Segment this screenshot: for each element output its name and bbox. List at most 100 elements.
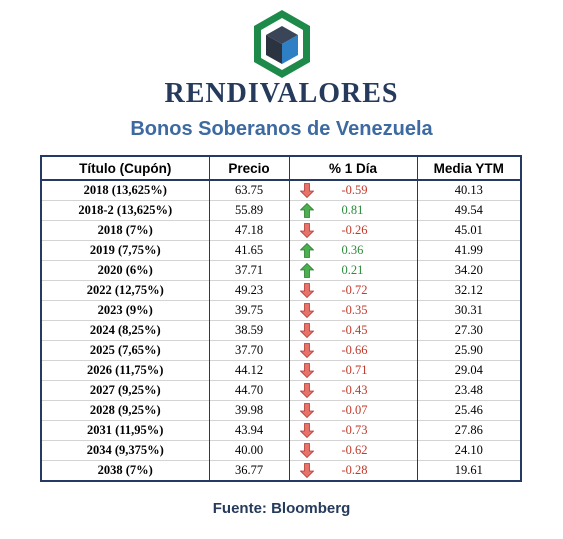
header-change: % 1 Día [288,156,417,181]
header-title: Título (Cupón) [41,156,209,181]
bond-price: 36.77 [208,460,289,481]
arrow-up-icon [299,243,314,258]
bond-price: 47.18 [208,220,289,241]
bond-title: 2028 (9,25%) [41,400,209,421]
bond-change: 0.21 [288,260,417,281]
bond-ytm: 41.99 [416,240,521,261]
bond-price: 39.75 [208,300,289,321]
bond-title: 2019 (7,75%) [41,240,209,261]
bond-ytm: 23.48 [416,380,521,401]
table-header-row: Título (Cupón) Precio % 1 Día Media YTM [41,156,521,181]
bond-title: 2023 (9%) [41,300,209,321]
bond-change: -0.71 [288,360,417,381]
page-title: Bonos Soberanos de Venezuela [130,118,433,140]
bond-change: -0.72 [288,280,417,301]
bond-price: 44.70 [208,380,289,401]
bond-ytm: 49.54 [416,200,521,221]
bond-ytm: 25.46 [416,400,521,421]
arrow-down-icon [299,323,314,338]
bond-title: 2034 (9,375%) [41,440,209,461]
bond-title: 2031 (11,95%) [41,420,209,441]
table-row: 2020 (6%) 37.71 0.21 34.20 [41,260,521,281]
arrow-down-icon [299,443,314,458]
arrow-up-icon [299,203,314,218]
bond-title: 2018-2 (13,625%) [41,200,209,221]
bond-change: -0.45 [288,320,417,341]
bond-ytm: 29.04 [416,360,521,381]
bond-title: 2025 (7,65%) [41,340,209,361]
bond-change: -0.28 [288,460,417,481]
bond-ytm: 27.30 [416,320,521,341]
bond-ytm: 19.61 [416,460,521,481]
arrow-down-icon [299,423,314,438]
bond-change: -0.62 [288,440,417,461]
arrow-down-icon [299,403,314,418]
arrow-down-icon [299,223,314,238]
table-row: 2024 (8,25%) 38.59 -0.45 27.30 [41,320,521,341]
arrow-down-icon [299,283,314,298]
change-value: 0.36 [341,243,364,257]
bond-price: 43.94 [208,420,289,441]
table-row: 2023 (9%) 39.75 -0.35 30.31 [41,300,521,321]
bond-ytm: 24.10 [416,440,521,461]
bond-ytm: 30.31 [416,300,521,321]
arrow-down-icon [299,383,314,398]
bond-ytm: 27.86 [416,420,521,441]
table-row: 2038 (7%) 36.77 -0.28 19.61 [41,460,521,481]
bond-change: 0.36 [288,240,417,261]
bond-title: 2026 (11,75%) [41,360,209,381]
change-value: -0.07 [341,403,368,417]
table-row: 2018-2 (13,625%) 55.89 0.81 49.54 [41,200,521,221]
table-row: 2019 (7,75%) 41.65 0.36 41.99 [41,240,521,261]
arrow-down-icon [299,463,314,478]
change-value: -0.28 [341,463,368,477]
table-row: 2028 (9,25%) 39.98 -0.07 25.46 [41,400,521,421]
change-value: 0.21 [341,263,364,277]
bond-change: -0.66 [288,340,417,361]
bond-price: 39.98 [208,400,289,421]
bond-ytm: 34.20 [416,260,521,281]
table-row: 2018 (13,625%) 63.75 -0.59 40.13 [41,180,521,201]
brand-name: RENDIVALORES [164,78,399,109]
bond-change: -0.07 [288,400,417,421]
bond-change: -0.26 [288,220,417,241]
change-value: -0.73 [341,423,368,437]
change-value: -0.45 [341,323,368,337]
bond-ytm: 40.13 [416,180,521,201]
bond-ytm: 32.12 [416,280,521,301]
bond-change: -0.43 [288,380,417,401]
bond-ytm: 45.01 [416,220,521,241]
bond-price: 40.00 [208,440,289,461]
change-value: -0.71 [341,363,368,377]
table-row: 2025 (7,65%) 37.70 -0.66 25.90 [41,340,521,361]
arrow-down-icon [299,363,314,378]
bond-price: 55.89 [208,200,289,221]
bonds-table: Título (Cupón) Precio % 1 Día Media YTM … [40,155,522,482]
bond-title: 2020 (6%) [41,260,209,281]
arrow-down-icon [299,183,314,198]
header-ytm: Media YTM [416,156,521,181]
arrow-down-icon [299,343,314,358]
table-row: 2031 (11,95%) 43.94 -0.73 27.86 [41,420,521,441]
table-row: 2034 (9,375%) 40.00 -0.62 24.10 [41,440,521,461]
change-value: -0.59 [341,183,368,197]
header-price: Precio [208,156,289,181]
arrow-up-icon [299,263,314,278]
change-value: -0.72 [341,283,368,297]
change-value: -0.62 [341,443,368,457]
change-value: 0.81 [341,203,364,217]
bond-price: 44.12 [208,360,289,381]
table-row: 2018 (7%) 47.18 -0.26 45.01 [41,220,521,241]
bond-price: 41.65 [208,240,289,261]
bond-title: 2038 (7%) [41,460,209,481]
bond-change: 0.81 [288,200,417,221]
bond-price: 37.71 [208,260,289,281]
bond-price: 38.59 [208,320,289,341]
change-value: -0.35 [341,303,368,317]
bond-price: 37.70 [208,340,289,361]
change-value: -0.66 [341,343,368,357]
bond-title: 2018 (13,625%) [83,183,167,197]
bond-price: 49.23 [208,280,289,301]
table-row: 2027 (9,25%) 44.70 -0.43 23.48 [41,380,521,401]
bond-ytm: 25.90 [416,340,521,361]
